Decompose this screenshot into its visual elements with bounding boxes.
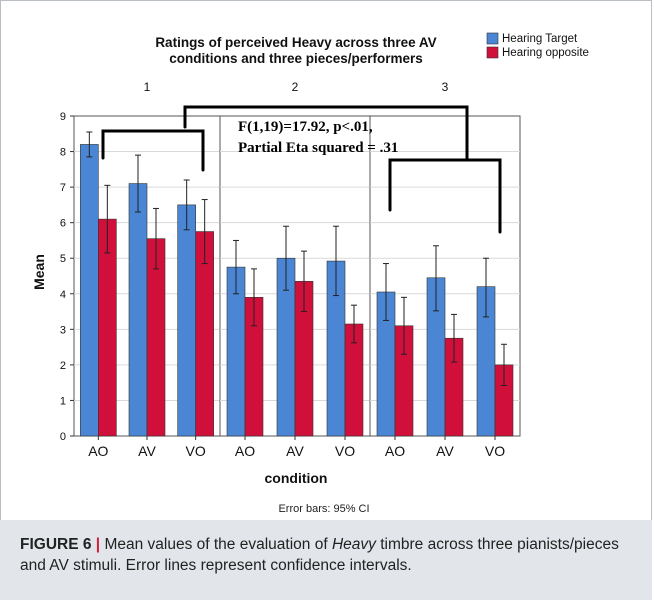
x-axis-label: condition xyxy=(265,470,328,486)
caption-label: FIGURE 6 xyxy=(20,536,92,553)
error-bar-footnote: Error bars: 95% CI xyxy=(278,503,369,515)
x-tick-label: AO xyxy=(385,443,405,459)
chart-title-line1: Ratings of perceived Heavy across three … xyxy=(155,35,436,50)
panel-label: 3 xyxy=(442,80,449,94)
legend-label-target: Hearing Target xyxy=(502,33,578,45)
significance-brackets xyxy=(101,105,502,234)
bar xyxy=(128,183,148,437)
legend: Hearing Target Hearing opposite xyxy=(486,32,589,59)
caption-text-before: Mean values of the evaluation of xyxy=(104,536,328,553)
x-tick-label: VO xyxy=(485,443,505,459)
bar xyxy=(177,204,196,437)
stat-annotation-line1: F(1,19)=17.92, p<.01, xyxy=(238,119,373,135)
y-tick-label: 2 xyxy=(60,360,66,372)
caption-italic-word: Heavy xyxy=(331,536,376,553)
panel-label: 1 xyxy=(144,80,151,94)
x-tick-label: VO xyxy=(186,443,206,459)
y-axis-label: Mean xyxy=(31,254,47,290)
bar-chart: Ratings of perceived Heavy across three … xyxy=(31,32,589,515)
y-tick-label: 1 xyxy=(60,395,66,407)
caption-text-after: timbre across three pianists/pieces and … xyxy=(20,536,619,574)
chart-title-line2: conditions and three pieces/performers xyxy=(169,51,423,66)
y-tick-label: 9 xyxy=(60,111,66,123)
bracket-panel1 xyxy=(101,129,205,172)
panel-3: 3 AO AV VO xyxy=(369,80,521,459)
x-tick-label: AO xyxy=(88,443,108,459)
panel-label: 2 xyxy=(292,80,299,94)
x-tick-label: VO xyxy=(335,443,355,459)
bar xyxy=(80,144,99,437)
y-tick-label: 4 xyxy=(60,289,66,301)
stat-annotation-line2: Partial Eta squared = .31 xyxy=(238,140,398,156)
y-tick-label: 8 xyxy=(60,147,66,159)
x-tick-label: AO xyxy=(235,443,255,459)
x-tick-label: AV xyxy=(286,443,304,459)
legend-swatch-target xyxy=(486,32,499,45)
x-tick-label: AV xyxy=(138,443,156,459)
panels-layer: 1 AO AV VO 2 AO AV VO 3 AO AV VO xyxy=(73,80,521,459)
panel-2: 2 AO AV VO xyxy=(219,80,371,459)
y-tick-label: 0 xyxy=(60,431,66,443)
panel-1: 1 AO AV VO xyxy=(73,80,221,459)
legend-label-opposite: Hearing opposite xyxy=(502,47,589,59)
y-tick-label: 6 xyxy=(60,218,66,230)
y-axis: 0 1 2 3 4 5 6 7 8 9 xyxy=(60,111,74,443)
bracket-connector xyxy=(183,105,469,160)
caption-separator: | xyxy=(95,536,101,553)
figure-caption: FIGURE 6 | Mean values of the evaluation… xyxy=(0,520,652,600)
bracket-panel3 xyxy=(388,158,502,234)
y-tick-label: 5 xyxy=(60,253,66,265)
y-tick-label: 3 xyxy=(60,324,66,336)
x-tick-label: AV xyxy=(436,443,454,459)
y-tick-label: 7 xyxy=(60,182,66,194)
legend-swatch-opposite xyxy=(486,46,499,59)
